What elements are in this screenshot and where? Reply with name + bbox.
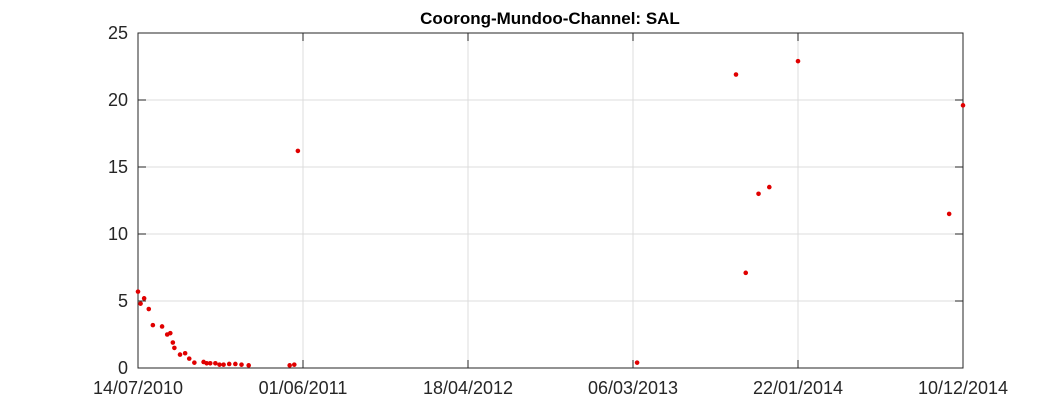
data-point (192, 360, 197, 365)
chart-title: Coorong-Mundoo-Channel: SAL (420, 9, 680, 28)
axis-ticks (137, 32, 964, 369)
data-point (226, 361, 232, 367)
data-point (146, 306, 152, 312)
data-point (239, 362, 244, 367)
data-point (295, 148, 301, 154)
data-point (291, 362, 297, 367)
y-tick-label: 10 (108, 224, 128, 244)
x-tick-label: 06/03/2013 (588, 378, 678, 398)
data-point (767, 184, 772, 190)
data-points (135, 58, 966, 368)
x-tick-label: 18/04/2012 (423, 378, 513, 398)
data-point (182, 350, 188, 356)
data-point (138, 301, 143, 306)
data-point (172, 345, 177, 351)
y-tick-label: 15 (108, 157, 128, 177)
data-point (287, 363, 292, 368)
data-point (207, 361, 213, 366)
data-point (150, 322, 156, 328)
data-point (795, 58, 801, 64)
plot-area-border (137, 32, 964, 369)
data-point (170, 340, 176, 345)
data-point (221, 362, 226, 367)
x-axis-tick-labels: 14/07/2010 01/06/2011 18/04/2012 06/03/2013… (93, 378, 1008, 398)
y-tick-label: 25 (108, 23, 128, 43)
data-point (217, 362, 222, 367)
y-tick-label: 5 (118, 291, 128, 311)
data-point (634, 360, 640, 365)
data-point (743, 270, 749, 276)
data-point (177, 352, 183, 357)
data-point (213, 361, 218, 366)
y-tick-label: 20 (108, 90, 128, 110)
data-point (233, 361, 238, 367)
grid-lines (137, 32, 964, 369)
data-point (167, 330, 173, 336)
data-point (946, 211, 952, 217)
x-tick-label: 01/06/2011 (259, 378, 348, 398)
data-point (186, 356, 192, 361)
x-tick-label: 14/07/2010 (93, 378, 183, 398)
data-point (733, 72, 739, 77)
y-axis-tick-labels: 0 5 10 15 20 25 (108, 23, 128, 378)
y-tick-label: 0 (118, 358, 128, 378)
x-tick-label: 22/01/2014 (753, 378, 843, 398)
data-point (159, 324, 165, 329)
data-point (135, 289, 141, 294)
data-point (246, 363, 251, 368)
data-point (756, 191, 761, 197)
data-point (141, 296, 147, 301)
x-tick-label: 10/12/2014 (918, 378, 1008, 398)
data-point (204, 361, 209, 366)
data-point (960, 103, 966, 108)
